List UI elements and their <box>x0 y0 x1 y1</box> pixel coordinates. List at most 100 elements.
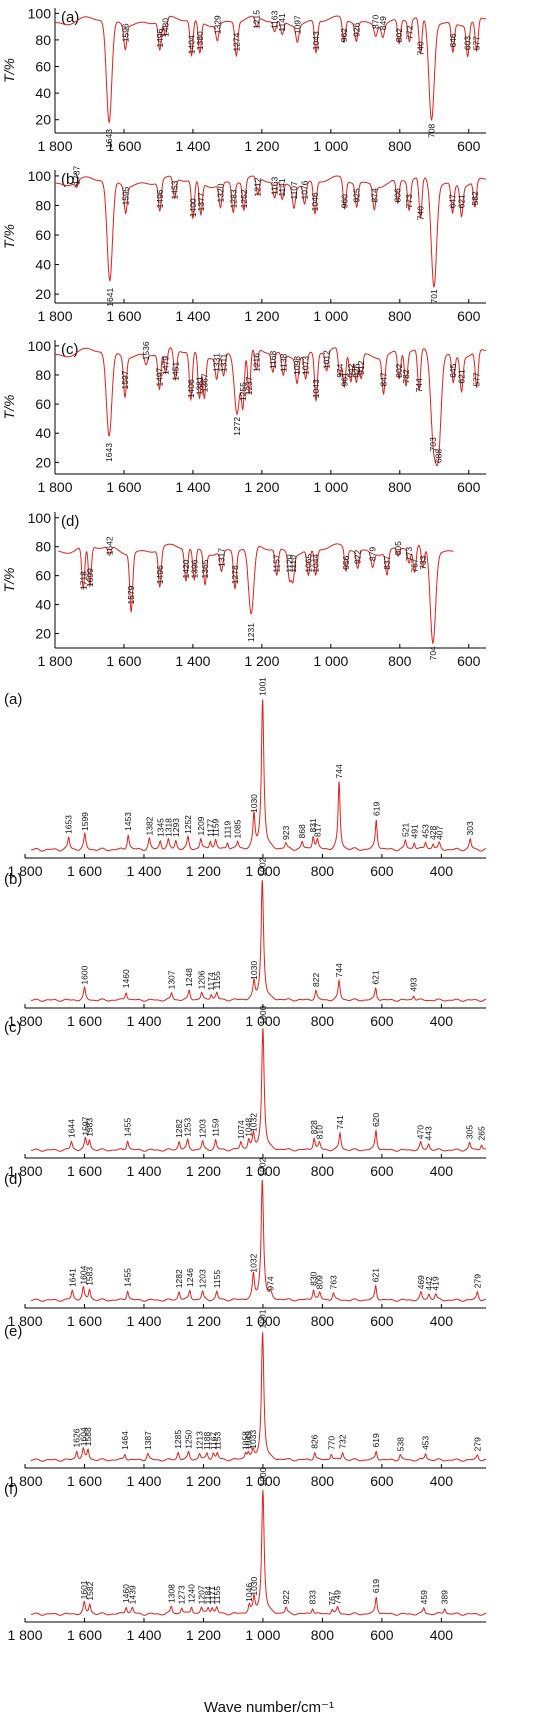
peak-label: 826 <box>310 1434 320 1448</box>
peak-label: 809 <box>315 1275 325 1289</box>
panel-label: (b) <box>61 171 79 188</box>
peak-label: 1163 <box>270 10 280 29</box>
x-tick-label: 1 800 <box>7 863 42 879</box>
peak-label: 923 <box>281 826 291 840</box>
peak-label: 833 <box>308 1590 318 1604</box>
peak-label: 1141 <box>277 178 287 197</box>
ir-spectrum-line <box>58 543 454 645</box>
spectrum-panel-5: (b)1 800 1 600 1 400 1 200 1 000 800 600 400160… <box>4 857 486 1029</box>
x-tick-label: 400 <box>430 1627 454 1643</box>
peak-label: 1406 <box>186 379 196 398</box>
y-axis-label: T/% <box>1 58 17 83</box>
peak-label: 1049 <box>243 1431 253 1450</box>
x-tick-label: 1 600 <box>106 138 141 154</box>
peak-label: 688 <box>433 449 443 463</box>
peak-label: 701 <box>429 289 439 303</box>
peak-label: 1203 <box>198 1269 208 1288</box>
x-tick-label: 1 200 <box>244 653 279 669</box>
panel-label: (e) <box>4 1323 22 1340</box>
peak-label: 926 <box>351 22 361 36</box>
peak-label: 1643 <box>104 443 114 462</box>
peak-label: 922 <box>281 1590 291 1604</box>
panel-label: (c) <box>61 341 79 358</box>
peak-label: 763 <box>328 1275 338 1289</box>
x-tick-label: 1 000 <box>313 653 348 669</box>
peak-label: 961 <box>339 372 349 386</box>
peak-label: 1065 <box>303 553 313 572</box>
peak-label: 1157 <box>272 554 282 573</box>
peak-label: 619 <box>371 1579 381 1593</box>
peak-label: 879 <box>368 547 378 561</box>
peak-label: 942 <box>346 363 356 377</box>
y-axis-label: T/% <box>1 224 17 249</box>
x-tick-label: 1 400 <box>175 479 210 495</box>
peak-label: 772 <box>404 25 414 39</box>
x-tick-label: 1 800 <box>37 308 72 324</box>
x-tick-label: 600 <box>370 1627 394 1643</box>
peak-label: 407 <box>434 826 444 840</box>
peak-label: 1274 <box>231 32 241 51</box>
peak-label: 621 <box>371 970 381 984</box>
peak-label: 1641 <box>67 1268 77 1287</box>
peak-label: 1120 <box>284 554 294 573</box>
x-tick-label: 1 000 <box>245 1473 280 1489</box>
peak-label: 962 <box>339 28 349 42</box>
peak-label: 1380 <box>195 31 205 50</box>
peak-label: 922 <box>353 550 363 564</box>
x-tick-label: 600 <box>457 138 481 154</box>
x-tick-label: 1 400 <box>126 1313 161 1329</box>
x-tick-label: 800 <box>311 1313 335 1329</box>
peak-label: 1595 <box>121 186 131 205</box>
raman-spectrum-line <box>30 699 487 852</box>
peak-label: 960 <box>340 194 350 208</box>
peak-label: 1074 <box>236 1120 246 1139</box>
x-tick-label: 800 <box>311 1473 335 1489</box>
y-tick-label: 60 <box>35 59 51 75</box>
peak-label: 1030 <box>249 961 259 980</box>
peak-label: 1184 <box>203 1586 213 1605</box>
y-tick-label: 40 <box>35 425 51 441</box>
x-tick-label: 1 400 <box>126 1013 161 1029</box>
peak-label: 1460 <box>121 969 131 988</box>
x-tick-label: 1 200 <box>186 1473 221 1489</box>
peak-label: 645 <box>448 363 458 377</box>
x-tick-label: 1 400 <box>126 1627 161 1643</box>
panel-label: (d) <box>61 513 79 530</box>
peak-label: 744 <box>414 378 424 392</box>
peak-label: 1480 <box>160 18 170 37</box>
peak-label: 749 <box>333 1590 343 1604</box>
peak-label: 621 <box>457 194 467 208</box>
y-tick-label: 80 <box>35 197 51 213</box>
peak-label: 1209 <box>196 816 206 835</box>
peak-label: 1718 <box>78 571 88 590</box>
peak-label: 1311 <box>219 353 229 372</box>
peak-label: 389 <box>440 1590 450 1604</box>
peak-label: 1307 <box>167 970 177 989</box>
peak-label: 1644 <box>66 1119 76 1138</box>
raman-spectrum-line <box>30 1179 487 1302</box>
raman-spectrum-line <box>30 880 486 1002</box>
x-tick-label: 1 200 <box>186 1163 221 1179</box>
peak-label: 704 <box>428 646 438 660</box>
peak-label: 1272 <box>232 417 242 436</box>
peak-label: 1404 <box>187 35 197 54</box>
x-tick-label: 1 000 <box>245 1163 280 1179</box>
peak-label: 279 <box>472 1274 482 1288</box>
y-tick-label: 20 <box>35 286 51 302</box>
peak-label: 1212 <box>253 177 263 196</box>
peak-label: 805 <box>393 541 403 555</box>
peak-label: 1012 <box>322 350 332 369</box>
peak-label: 1246 <box>185 1268 195 1287</box>
peak-label: 442 <box>424 1276 434 1290</box>
spectrum-panel-1: 20 40 60 80 100 T/% (b) 1 800 1 600 1 400 1 200 1 0… <box>1 166 487 324</box>
peak-label: 620 <box>371 1113 381 1127</box>
spectrum-panel-4: (a) 1 800 1 600 1 400 1 200 1 000 800 600 400 165… <box>4 677 487 879</box>
peak-label: 1597 <box>80 1116 90 1135</box>
y-tick-label: 60 <box>35 227 51 243</box>
x-tick-label: 1 600 <box>106 308 141 324</box>
peak-label: 621 <box>371 1268 381 1282</box>
x-tick-label: 1 000 <box>313 479 348 495</box>
peak-label: 621 <box>457 369 467 383</box>
peak-label: 1282 <box>174 1119 184 1138</box>
